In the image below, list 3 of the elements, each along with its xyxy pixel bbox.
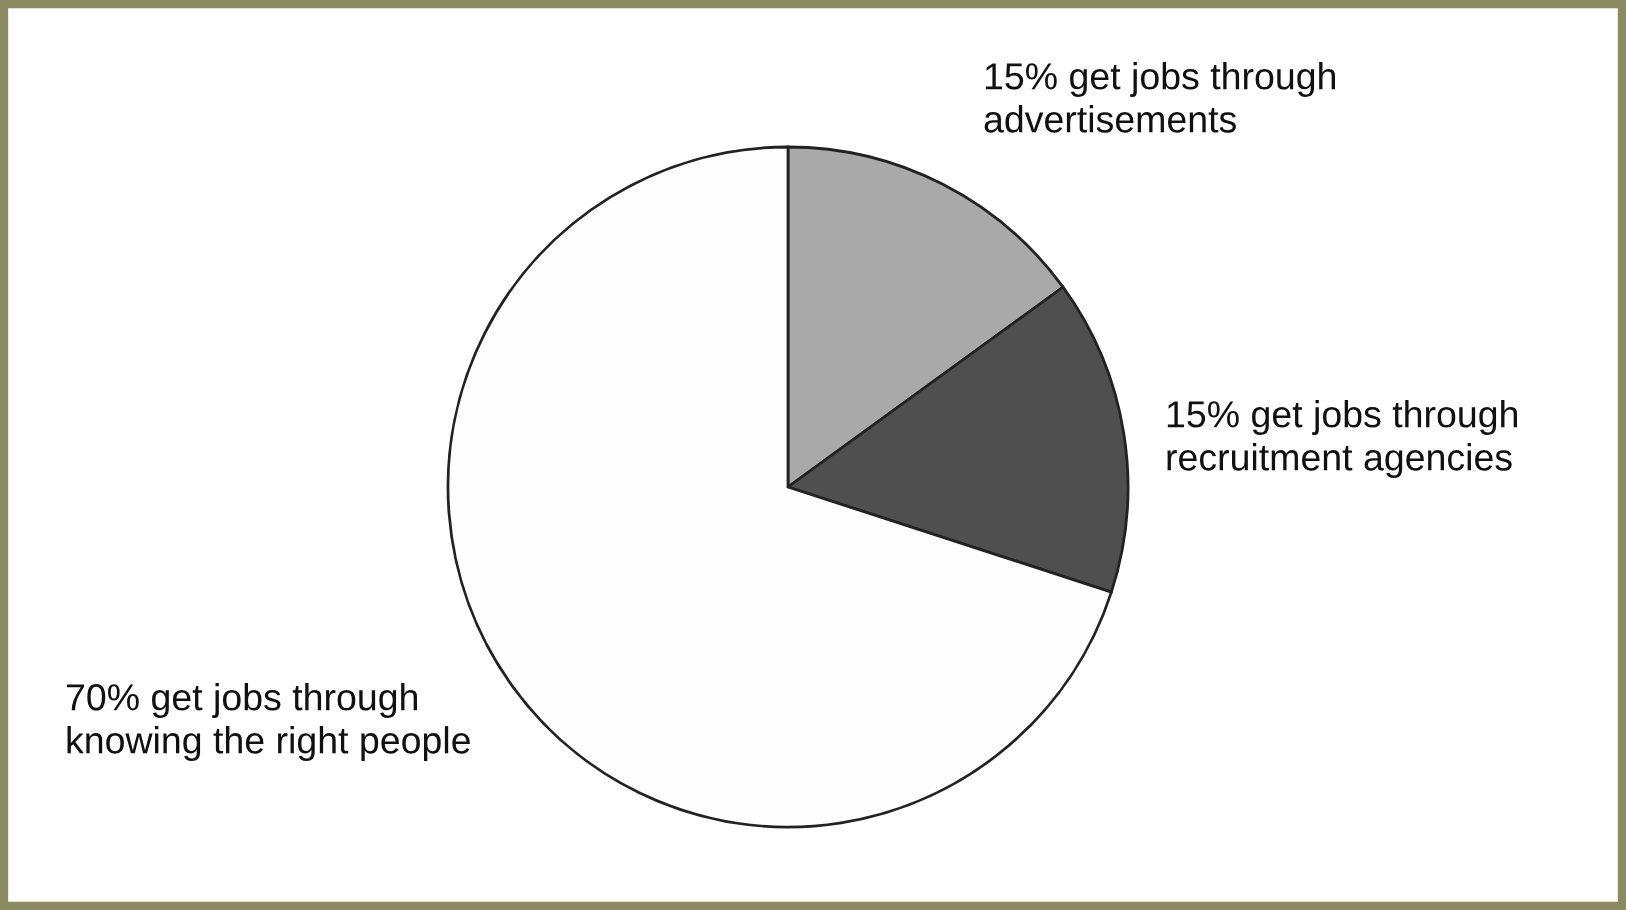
slice-label: 15% get jobs through recruitment agencies <box>1167 400 1517 479</box>
slice-label: 15% get jobs through advertisements <box>984 62 1335 133</box>
slice-label: 70% get jobs through knowing the right people <box>66 683 470 762</box>
